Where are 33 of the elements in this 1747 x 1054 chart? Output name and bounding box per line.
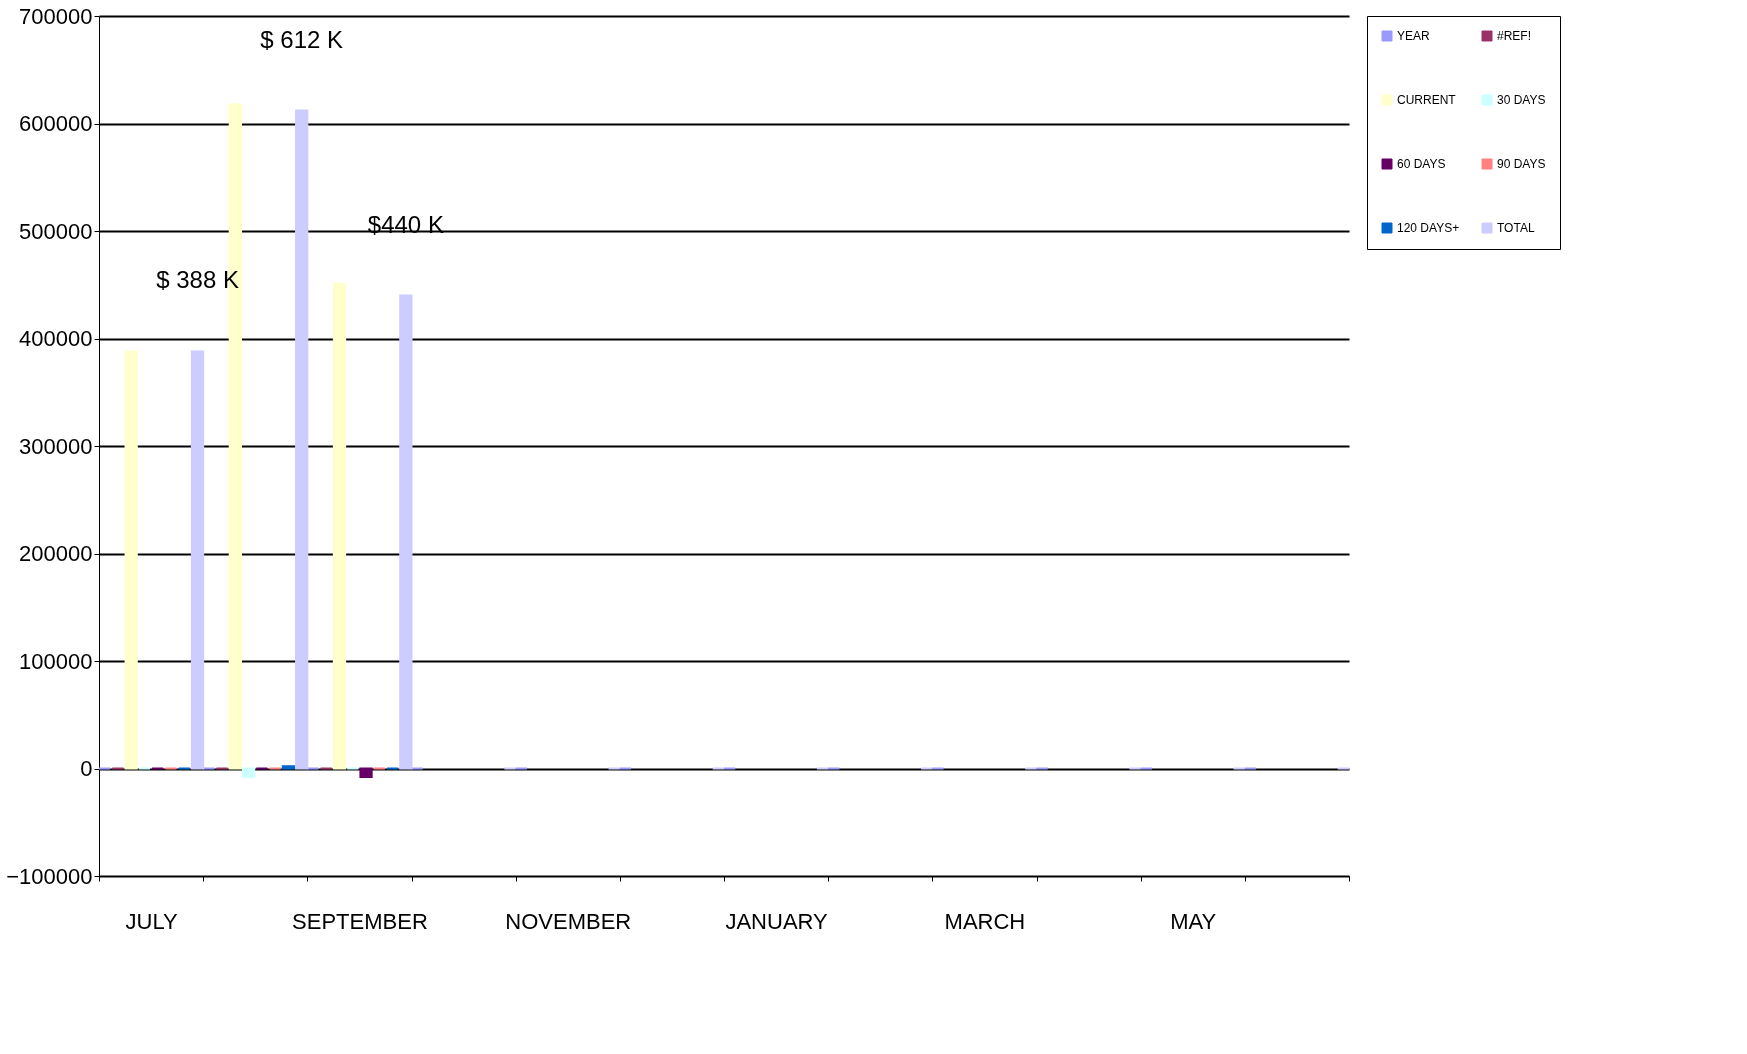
bar [399, 294, 413, 770]
bar [124, 350, 138, 770]
x-tick-label: MAY [1170, 908, 1217, 934]
y-tick-label: −100000 [6, 863, 93, 889]
bar [295, 109, 309, 770]
legend-label: 30 DAYS [1497, 93, 1546, 107]
legend-label: CURRENT [1397, 93, 1457, 107]
y-tick-label: 0 [80, 756, 93, 781]
legend-label: #REF! [1497, 29, 1532, 43]
bar [241, 767, 256, 779]
data-label: $ 612 K [260, 25, 344, 53]
legend-label: 60 DAYS [1397, 157, 1446, 171]
x-tick-label: JULY [125, 908, 178, 934]
legend-label: TOTAL [1497, 221, 1535, 235]
y-tick-label: 400000 [19, 326, 93, 351]
legend-label: 90 DAYS [1497, 157, 1546, 171]
y-tick-label: 600000 [19, 111, 93, 136]
x-tick-label: SEPTEMBER [292, 908, 428, 934]
bar [359, 767, 373, 779]
x-tick-label: NOVEMBER [505, 908, 632, 934]
legend-label: YEAR [1397, 29, 1431, 43]
data-label: $ 388 K [156, 266, 239, 294]
bar [190, 350, 205, 770]
bar [332, 282, 347, 770]
bar [281, 765, 296, 770]
x-tick-label: JANUARY [725, 908, 829, 934]
legend-label: 120 DAYS+ [1397, 221, 1460, 235]
y-tick-label: 700000 [19, 3, 93, 29]
y-tick-label: 300000 [19, 433, 93, 459]
x-tick-label: MARCH [944, 908, 1026, 934]
y-tick-label: 500000 [19, 218, 93, 244]
y-tick-label: 100000 [19, 648, 93, 674]
y-tick-label: 200000 [19, 541, 93, 566]
